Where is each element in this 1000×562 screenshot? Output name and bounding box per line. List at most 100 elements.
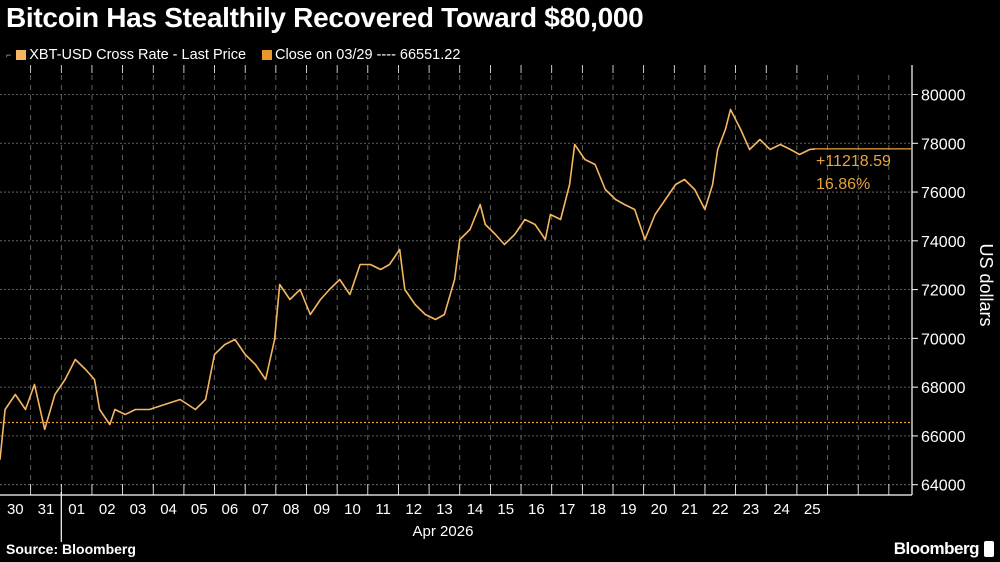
price-point bbox=[164, 403, 166, 406]
price-point bbox=[148, 408, 151, 411]
source-note: Source: Bloomberg bbox=[6, 541, 136, 557]
price-point bbox=[124, 413, 126, 416]
price-point bbox=[712, 183, 714, 186]
price-point bbox=[339, 278, 341, 281]
price-point bbox=[33, 383, 36, 386]
legend: ⌐ XBT-USD Cross Rate - Last Price Close … bbox=[6, 47, 472, 63]
price-point bbox=[309, 313, 311, 316]
chart-title: Bitcoin Has Stealthily Recovered Toward … bbox=[6, 2, 644, 33]
legend-label: XBT-USD Cross Rate - Last Price bbox=[29, 47, 247, 63]
price-point bbox=[717, 148, 719, 151]
price-point bbox=[244, 353, 246, 356]
x-tick-label: 05 bbox=[191, 501, 208, 518]
x-tick-label: 01 bbox=[68, 501, 85, 518]
price-point bbox=[194, 408, 196, 411]
price-point bbox=[654, 213, 656, 216]
price-point bbox=[359, 263, 361, 266]
price-point bbox=[694, 188, 696, 191]
price-point bbox=[369, 263, 371, 266]
y-tick-label: 68000 bbox=[921, 380, 966, 397]
y-tick-label: 80000 bbox=[921, 88, 966, 105]
price-point bbox=[205, 398, 207, 401]
x-tick-label: 22 bbox=[712, 501, 729, 518]
x-tick-label: 24 bbox=[773, 501, 790, 518]
price-point bbox=[683, 178, 686, 181]
price-point bbox=[469, 228, 471, 231]
x-tick-label: 25 bbox=[804, 501, 821, 518]
price-point bbox=[634, 208, 636, 211]
change-annotation: +11218.59 bbox=[816, 153, 891, 170]
x-tick-label: 03 bbox=[130, 501, 147, 518]
y-tick-label: 76000 bbox=[921, 185, 966, 202]
logo-text: Bloomberg bbox=[893, 539, 980, 558]
x-tick-label: 31 bbox=[38, 501, 55, 518]
x-tick-label: 21 bbox=[681, 501, 698, 518]
x-tick-label: 17 bbox=[559, 501, 576, 518]
price-point bbox=[388, 263, 391, 266]
price-point bbox=[64, 378, 66, 381]
price-point bbox=[479, 203, 481, 206]
price-point bbox=[289, 298, 291, 301]
price-point bbox=[544, 238, 546, 241]
legend-swatch bbox=[262, 50, 273, 60]
price-point bbox=[4, 408, 6, 411]
y-tick-label: 78000 bbox=[921, 136, 966, 153]
y-tick-label: 72000 bbox=[921, 283, 966, 300]
price-point bbox=[114, 408, 116, 411]
price-point bbox=[503, 243, 506, 246]
x-tick-label: 20 bbox=[651, 501, 668, 518]
legend-swatch bbox=[16, 50, 27, 60]
price-point bbox=[664, 198, 666, 201]
percent-annotation: 16.86% bbox=[816, 176, 870, 193]
x-tick-label: 15 bbox=[497, 501, 514, 518]
price-point bbox=[524, 218, 526, 221]
legend-item-last-price: XBT-USD Cross Rate - Last Price bbox=[16, 47, 246, 63]
x-tick-label: 18 bbox=[589, 501, 606, 518]
price-point bbox=[234, 338, 236, 341]
price-point bbox=[213, 353, 216, 356]
price-point bbox=[349, 293, 351, 296]
price-point bbox=[459, 238, 461, 241]
price-point bbox=[644, 238, 646, 241]
price-point bbox=[494, 233, 497, 236]
x-tick-label: 16 bbox=[528, 501, 545, 518]
bloomberg-logo: Bloomberg bbox=[894, 539, 994, 559]
price-point bbox=[514, 233, 516, 236]
price-point bbox=[560, 218, 562, 221]
price-point bbox=[534, 223, 536, 226]
price-point bbox=[404, 288, 406, 291]
price-point bbox=[299, 288, 301, 291]
price-point bbox=[74, 358, 76, 361]
x-tick-label: 07 bbox=[252, 501, 269, 518]
y-axis-label: US dollars bbox=[976, 243, 996, 326]
bloomberg-logo-icon bbox=[984, 541, 994, 557]
price-point bbox=[109, 423, 111, 426]
price-point bbox=[424, 313, 426, 316]
x-tick-label: 04 bbox=[160, 501, 177, 518]
y-tick-label: 70000 bbox=[921, 331, 966, 348]
price-point bbox=[584, 158, 586, 161]
price-point bbox=[99, 408, 101, 411]
price-point bbox=[44, 428, 46, 431]
price-point bbox=[0, 458, 1, 461]
y-tick-label: 64000 bbox=[921, 478, 966, 495]
x-tick-label: 09 bbox=[313, 501, 330, 518]
price-point bbox=[749, 148, 751, 151]
price-point bbox=[623, 203, 626, 206]
price-point bbox=[24, 408, 27, 411]
price-point bbox=[224, 343, 226, 346]
x-tick-label: 10 bbox=[344, 501, 361, 518]
price-point bbox=[414, 303, 416, 306]
price-point bbox=[254, 363, 257, 366]
price-point bbox=[328, 288, 331, 291]
x-tick-label: 23 bbox=[743, 501, 760, 518]
price-point bbox=[594, 163, 596, 166]
price-point bbox=[14, 393, 16, 396]
price-point bbox=[809, 148, 811, 151]
price-point bbox=[319, 298, 322, 301]
price-point bbox=[399, 248, 401, 251]
price-point bbox=[779, 143, 781, 146]
price-point bbox=[789, 148, 792, 151]
price-point bbox=[273, 338, 276, 341]
price-point bbox=[434, 318, 437, 321]
